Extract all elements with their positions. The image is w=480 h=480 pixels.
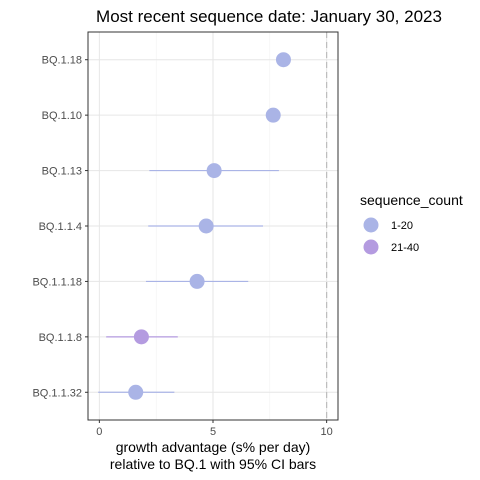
- y-tick-label: BQ.1.1.18: [32, 276, 82, 288]
- x-axis-label-line2: relative to BQ.1 with 95% CI bars: [110, 456, 316, 472]
- data-point: [275, 52, 291, 68]
- x-axis-label-line1: growth advantage (s% per day): [116, 439, 311, 455]
- x-tick-label: 5: [210, 426, 216, 438]
- legend-label: 1-20: [391, 220, 413, 232]
- data-point: [189, 273, 205, 289]
- data-point: [206, 163, 222, 179]
- y-tick-label: BQ.1.18: [42, 55, 82, 67]
- legend-label: 21-40: [391, 242, 419, 254]
- y-tick-label: BQ.1.10: [42, 110, 82, 122]
- x-tick-label: 10: [321, 426, 333, 438]
- plot-panel: [87, 31, 339, 421]
- data-point: [133, 329, 149, 345]
- data-point: [128, 384, 144, 400]
- chart-title: Most recent sequence date: January 30, 2…: [96, 7, 442, 26]
- y-tick-label: BQ.1.13: [42, 166, 82, 178]
- y-tick-label: BQ.1.1.8: [39, 332, 82, 344]
- y-axis-ticks: BQ.1.18 BQ.1.10 BQ.1.13 BQ.1.1.4 BQ.1.1.18 BQ…: [32, 55, 88, 399]
- data-point: [198, 218, 214, 234]
- legend-swatch: [363, 217, 379, 233]
- legend-title: sequence_count: [360, 192, 463, 208]
- legend-swatch: [363, 239, 379, 255]
- data-point: [265, 107, 281, 123]
- y-tick-label: BQ.1.1.32: [32, 387, 82, 399]
- legend: sequence_count 1-20 21-40: [360, 192, 463, 255]
- x-tick-label: 0: [96, 426, 102, 438]
- y-tick-label: BQ.1.1.4: [39, 221, 82, 233]
- x-axis-ticks: 0 5 10: [96, 420, 333, 438]
